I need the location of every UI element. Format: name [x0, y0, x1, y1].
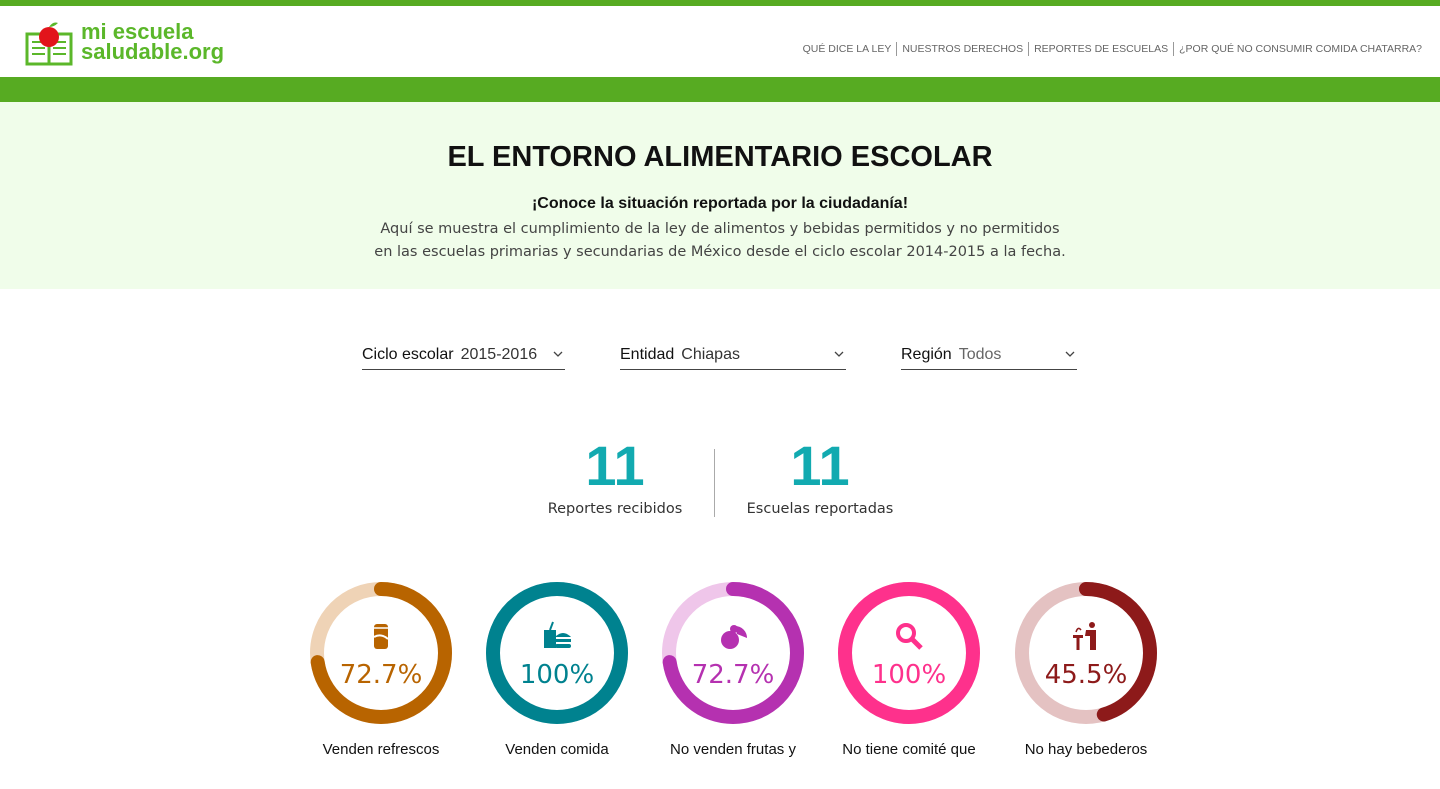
- filter-value: Chiapas: [681, 346, 740, 363]
- hero-text-line2: en las escuelas primarias y secundarias …: [374, 244, 1066, 260]
- filter-value: Todos: [958, 346, 1002, 363]
- donut-ring: [838, 582, 980, 724]
- donut-fill: [310, 582, 452, 724]
- indicator-label: Venden comida: [505, 741, 609, 758]
- filter-value: 2015-2016: [460, 346, 538, 363]
- indicator-label: No tiene comité que: [842, 741, 976, 758]
- stat-value: 11: [585, 434, 645, 497]
- donut-percent: 100%: [871, 660, 947, 690]
- logo-line2: saludable.org: [81, 39, 225, 64]
- stats-divider: [714, 449, 715, 517]
- indicator-donut: 45.5%: [1015, 582, 1157, 724]
- site-header: mi escuela saludable.org QUÉ DICE LA LEY …: [0, 6, 1440, 77]
- donut-fill: [1015, 582, 1157, 724]
- hero-subtitle: ¡Conoce la situación reportada por la ci…: [531, 195, 909, 212]
- indicator-donut: 72.7%: [662, 582, 804, 724]
- filter-label: Entidad: [620, 346, 675, 363]
- indicator-label: Venden refrescos: [322, 741, 440, 758]
- stat-escuelas: 11 Escuelas reportadas: [710, 434, 930, 518]
- stat-label: Reportes recibidos: [547, 501, 683, 517]
- fast-food-icon: [544, 621, 571, 648]
- filter-label: Ciclo escolar: [362, 346, 454, 363]
- main-nav: QUÉ DICE LA LEY NUESTROS DERECHOS REPORT…: [798, 42, 1427, 56]
- chevron-down-icon: [553, 351, 563, 357]
- chevron-down-icon: [834, 351, 844, 357]
- donut-ring: [1015, 582, 1157, 724]
- filter-label: Región: [901, 346, 952, 363]
- logo-line1: mi escuela: [81, 19, 194, 44]
- green-band: [0, 77, 1440, 102]
- stat-label: Escuelas reportadas: [746, 501, 894, 517]
- region-select[interactable]: Región Todos: [901, 341, 1077, 370]
- donut-fill: [838, 582, 980, 724]
- stat-value: 11: [790, 434, 850, 497]
- top-accent-bar: [0, 0, 1440, 6]
- donut-percent: 45.5%: [1044, 660, 1128, 690]
- nav-nuestros-derechos[interactable]: NUESTROS DERECHOS: [896, 42, 1028, 56]
- nav-que-dice-la-ley[interactable]: QUÉ DICE LA LEY: [802, 43, 892, 55]
- donut-fill: [662, 582, 804, 724]
- site-logo[interactable]: mi escuela saludable.org: [25, 18, 224, 66]
- indicator-donut: 100%: [486, 582, 628, 724]
- book-apple-logo-icon: [25, 22, 73, 66]
- donut-percent: 72.7%: [691, 660, 775, 690]
- indicator-label: No venden frutas y: [670, 741, 796, 758]
- fruits-icon: [721, 625, 747, 649]
- donut-fill: [486, 582, 628, 724]
- stat-reportes: 11 Reportes recibidos: [505, 434, 725, 518]
- water-fountain-icon: [1073, 622, 1096, 650]
- ciclo-escolar-select[interactable]: Ciclo escolar 2015-2016: [362, 341, 565, 370]
- hero-text-line1: Aquí se muestra el cumplimiento de la le…: [380, 221, 1060, 237]
- hero-section: EL ENTORNO ALIMENTARIO ESCOLAR ¡Conoce l…: [0, 102, 1440, 289]
- nav-por-que-no-consumir[interactable]: ¿POR QUÉ NO CONSUMIR COMIDA CHATARRA?: [1173, 42, 1427, 56]
- indicator-label: No hay bebederos: [1024, 741, 1148, 758]
- chevron-down-icon: [1065, 351, 1075, 357]
- donut-percent: 72.7%: [339, 660, 423, 690]
- donut-ring: [486, 582, 628, 724]
- nav-reportes-de-escuelas[interactable]: REPORTES DE ESCUELAS: [1028, 42, 1173, 56]
- page-title: EL ENTORNO ALIMENTARIO ESCOLAR: [447, 141, 993, 173]
- magnifier-icon: [896, 623, 923, 650]
- donut-ring: [662, 582, 804, 724]
- soda-can-icon: [373, 624, 389, 649]
- entidad-select[interactable]: Entidad Chiapas: [620, 341, 846, 370]
- donut-ring: [310, 582, 452, 724]
- indicator-donut: 100%: [838, 582, 980, 724]
- indicator-donut: 72.7%: [310, 582, 452, 724]
- donut-percent: 100%: [519, 660, 595, 690]
